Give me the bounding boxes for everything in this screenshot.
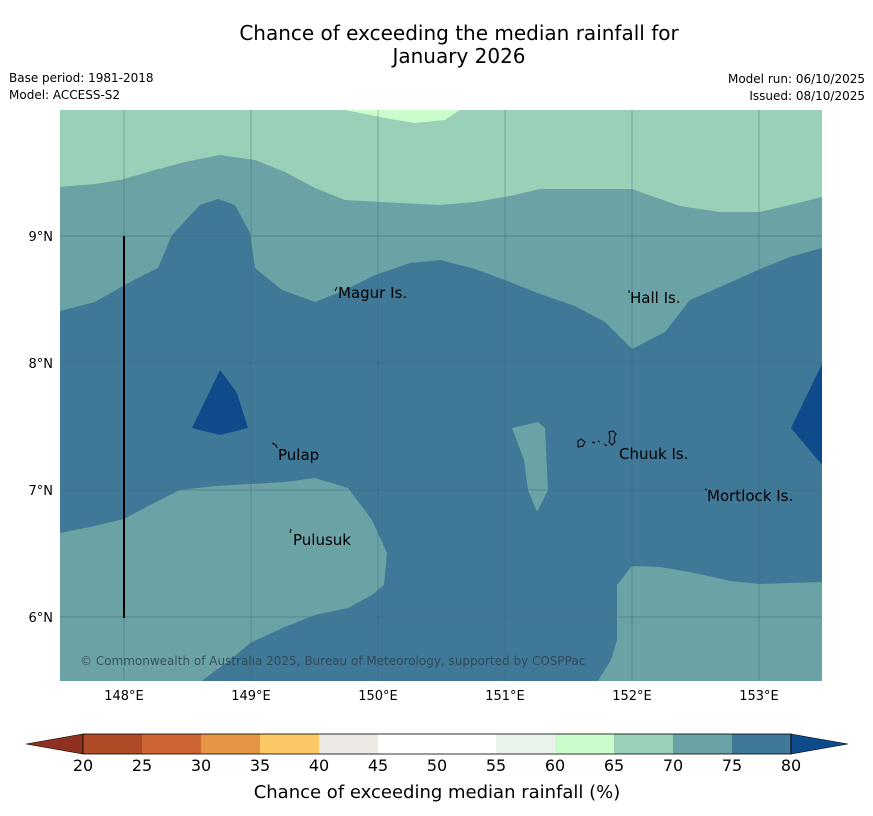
colorbar-swatch-55-60 [496,734,555,754]
copyright-text: © Commonwealth of Australia 2025, Bureau… [80,654,585,668]
colorbar-tick: 30 [191,756,211,775]
colorbar-swatch-20-25 [83,734,142,754]
colorbar-tick: 35 [250,756,270,775]
colorbar [25,733,849,755]
colorbar-swatch-25-30 [142,734,201,754]
model-name: Model: ACCESS-S2 [9,88,121,102]
issued-date: Issued: 08/10/2025 [749,89,865,103]
colorbar-tick: 65 [604,756,624,775]
pulap-island-shape [271,442,278,449]
longitude-ticks: 148°E 149°E 150°E 151°E 152°E 153°E [104,689,779,704]
colorbar-swatch-30-35 [201,734,260,754]
meta-left: Base period: 1981-2018 Model: ACCESS-S2 [9,70,154,104]
colorbar-tick: 70 [663,756,683,775]
zone-70-75-southeast [598,566,822,681]
place-label-mortlock: Mortlock Is. [707,487,793,505]
place-labels: Magur Is. Hall Is. Pulap Chuuk Is. Mortl… [278,284,793,549]
colorbar-tick: 45 [368,756,388,775]
colorbar-label: Chance of exceeding median rainfall (%) [254,782,621,803]
lat-tick-6n: 6°N [29,611,54,626]
latitude-ticks: 9°N 8°N 7°N 6°N [29,230,54,626]
map-title: Chance of exceeding the median rainfall … [0,22,873,68]
colorbar-swatch-35-40 [260,734,319,754]
colorbar-tick: 50 [427,756,447,775]
place-label-hall: Hall Is. [630,289,681,307]
colorbar-ticks: 20 25 30 35 40 45 50 55 60 65 70 75 80 [73,756,801,775]
island-shapes [271,286,708,534]
place-label-pulap: Pulap [278,446,319,464]
zone-above-80-west [192,370,248,435]
zone-70-75-south [60,478,387,681]
colorbar-swatch-45-50 [378,734,437,754]
zone-70-75-chuuk [512,422,548,512]
lon-tick-153e: 153°E [739,689,779,704]
colorbar-tick: 25 [132,756,152,775]
colorbar-tick: 20 [73,756,93,775]
colorbar-swatch-65-70 [614,734,673,754]
colorbar-tick: 55 [486,756,506,775]
colorbar-extend-low [25,733,84,755]
lon-tick-148e: 148°E [104,689,144,704]
colorbar-swatch-50-55 [437,734,496,754]
title-line-1: Chance of exceeding the median rainfall … [239,21,679,45]
place-label-chuuk: Chuuk Is. [619,445,688,463]
place-label-pulusuk: Pulusuk [293,531,351,549]
zone-above-80-east [791,364,822,465]
colorbar-swatch-40-45 [319,734,378,754]
colorbar-swatch-60-65 [555,734,614,754]
title-line-2: January 2026 [392,44,526,68]
colorbar-outline [82,733,792,755]
lon-tick-150e: 150°E [358,689,398,704]
lon-tick-152e: 152°E [612,689,652,704]
model-run: Model run: 06/10/2025 [727,72,865,86]
colorbar-swatch-75-80 [732,734,791,754]
lon-tick-149e: 149°E [231,689,271,704]
magur-island-shape [334,286,338,292]
lat-tick-9n: 9°N [29,230,54,245]
place-label-magur: Magur Is. [338,284,407,302]
colorbar-extend-high [790,733,849,755]
colorbar-tick: 40 [309,756,329,775]
mortlock-island-shape [704,488,708,491]
colorbar-tick: 60 [545,756,565,775]
pulusuk-island-shape [289,528,292,534]
lat-tick-7n: 7°N [29,484,54,499]
chuuk-lagoon-shape [577,430,617,448]
lat-tick-8n: 8°N [29,357,54,372]
zone-60-65 [345,110,460,123]
colorbar-swatch-70-75 [673,734,732,754]
meta-right: Model run: 06/10/2025 Issued: 08/10/2025 [728,71,865,105]
colorbar-tick: 80 [781,756,801,775]
colorbar-tick: 75 [722,756,742,775]
map-area [60,110,822,681]
base-period: Base period: 1981-2018 [9,71,154,85]
lon-tick-151e: 151°E [485,689,525,704]
